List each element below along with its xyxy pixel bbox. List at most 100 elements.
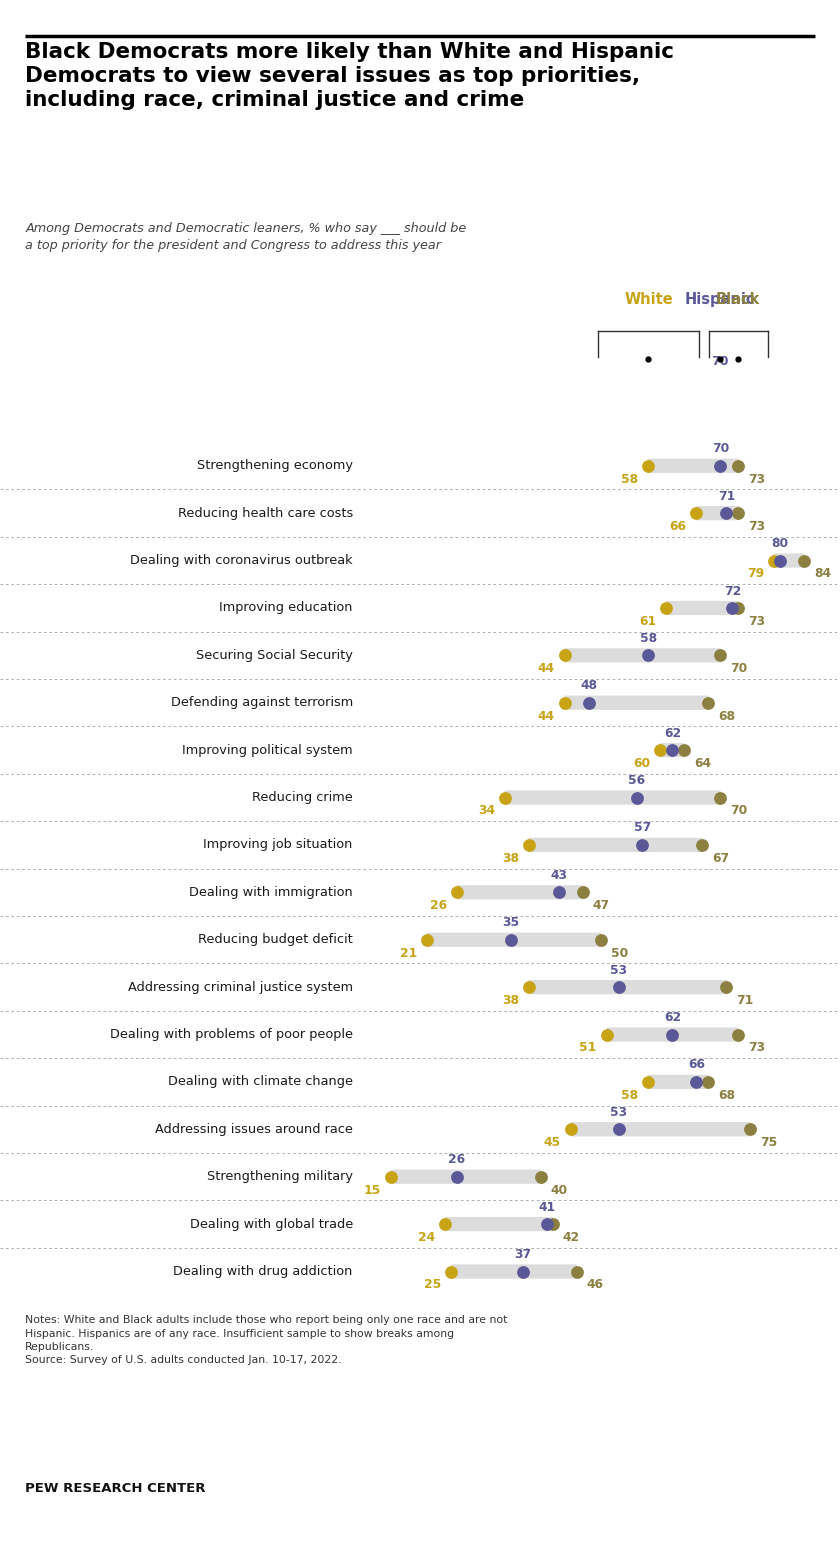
Text: Black: Black (716, 292, 760, 307)
Text: 73: 73 (748, 520, 765, 533)
FancyBboxPatch shape (606, 1027, 738, 1042)
Point (600, 1022, 613, 1047)
Text: 50: 50 (611, 946, 628, 960)
Point (732, 500, 745, 525)
Point (743, 1116, 757, 1141)
Text: 38: 38 (501, 852, 519, 865)
Text: Reducing crime: Reducing crime (252, 791, 353, 804)
Point (732, 596, 745, 621)
Text: 68: 68 (718, 1089, 735, 1102)
Text: 62: 62 (664, 1011, 681, 1024)
Text: 25: 25 (423, 1278, 441, 1291)
Point (558, 642, 571, 667)
Point (768, 548, 781, 573)
Text: 47: 47 (593, 899, 610, 913)
Point (714, 786, 727, 811)
Point (666, 1022, 680, 1047)
Text: White: White (624, 292, 673, 307)
Text: Securing Social Security: Securing Social Security (196, 648, 353, 662)
FancyBboxPatch shape (660, 743, 685, 757)
FancyBboxPatch shape (774, 553, 805, 568)
Text: 43: 43 (550, 869, 567, 882)
Text: Strengthening economy: Strengthening economy (197, 459, 353, 472)
Point (534, 1164, 548, 1189)
Text: Notes: White and Black adults include those who report being only one race and a: Notes: White and Black adults include th… (25, 1315, 507, 1365)
Point (582, 690, 596, 715)
Text: 35: 35 (502, 916, 519, 929)
Text: Reducing health care costs: Reducing health care costs (177, 506, 353, 520)
Point (558, 690, 571, 715)
Point (564, 1116, 577, 1141)
Text: 60: 60 (633, 757, 650, 770)
Text: Black Democrats more likely than White and Hispanic
Democrats to view several is: Black Democrats more likely than White a… (25, 42, 675, 110)
FancyBboxPatch shape (564, 696, 709, 710)
Text: Dealing with problems of poor people: Dealing with problems of poor people (110, 1028, 353, 1041)
Point (642, 454, 655, 479)
Text: Dealing with global trade: Dealing with global trade (190, 1218, 353, 1231)
FancyBboxPatch shape (444, 1217, 554, 1231)
Text: 21: 21 (400, 946, 417, 960)
Text: 45: 45 (543, 1136, 560, 1149)
Text: Improving job situation: Improving job situation (203, 838, 353, 851)
Text: 15: 15 (364, 1184, 381, 1197)
Text: 84: 84 (814, 568, 831, 581)
Point (720, 974, 733, 999)
Point (498, 786, 512, 811)
Text: Hispanic: Hispanic (685, 292, 755, 307)
Point (714, 454, 727, 479)
FancyBboxPatch shape (528, 838, 703, 852)
Text: 80: 80 (772, 537, 789, 550)
Text: 58: 58 (622, 472, 638, 486)
Point (642, 1070, 655, 1095)
Point (797, 548, 811, 573)
Point (690, 500, 703, 525)
Text: Improving political system: Improving political system (182, 744, 353, 757)
Point (666, 738, 680, 763)
Text: Dealing with drug addiction: Dealing with drug addiction (173, 1265, 353, 1278)
Text: 51: 51 (580, 1041, 596, 1055)
Point (438, 1212, 452, 1237)
Text: 44: 44 (538, 710, 554, 723)
Point (630, 786, 643, 811)
Text: 72: 72 (723, 585, 741, 598)
Text: 26: 26 (449, 1153, 465, 1166)
Point (701, 690, 715, 715)
Text: Dealing with immigration: Dealing with immigration (189, 886, 353, 899)
Point (516, 1260, 529, 1285)
Text: 26: 26 (430, 899, 447, 913)
Text: 46: 46 (587, 1278, 604, 1291)
Text: 37: 37 (514, 1248, 532, 1261)
Text: 73: 73 (748, 1041, 765, 1055)
Text: 58: 58 (622, 1089, 638, 1102)
Text: 57: 57 (634, 821, 651, 834)
Point (612, 974, 625, 999)
Text: 66: 66 (669, 520, 686, 533)
Text: 34: 34 (478, 804, 495, 817)
FancyBboxPatch shape (427, 933, 601, 946)
Text: 75: 75 (760, 1136, 778, 1149)
Point (612, 1116, 625, 1141)
Point (546, 1212, 559, 1237)
Text: PEW RESEARCH CENTER: PEW RESEARCH CENTER (25, 1482, 206, 1495)
Text: 70: 70 (731, 662, 748, 675)
Text: 68: 68 (718, 710, 735, 723)
Text: 70: 70 (711, 442, 729, 455)
Text: Reducing budget deficit: Reducing budget deficit (198, 933, 353, 946)
Text: 79: 79 (747, 568, 764, 581)
FancyBboxPatch shape (457, 885, 583, 900)
Text: 70: 70 (731, 804, 748, 817)
Point (576, 880, 590, 905)
Text: 42: 42 (563, 1231, 580, 1244)
Text: 70: 70 (711, 355, 729, 367)
FancyBboxPatch shape (666, 601, 738, 615)
Text: 67: 67 (712, 852, 730, 865)
Text: 56: 56 (628, 774, 645, 787)
Point (450, 880, 464, 905)
FancyBboxPatch shape (570, 1122, 751, 1136)
Text: Addressing criminal justice system: Addressing criminal justice system (128, 980, 353, 994)
Point (594, 928, 607, 953)
FancyBboxPatch shape (696, 506, 738, 520)
Point (385, 1164, 398, 1189)
Text: 73: 73 (748, 615, 765, 628)
Point (732, 454, 745, 479)
